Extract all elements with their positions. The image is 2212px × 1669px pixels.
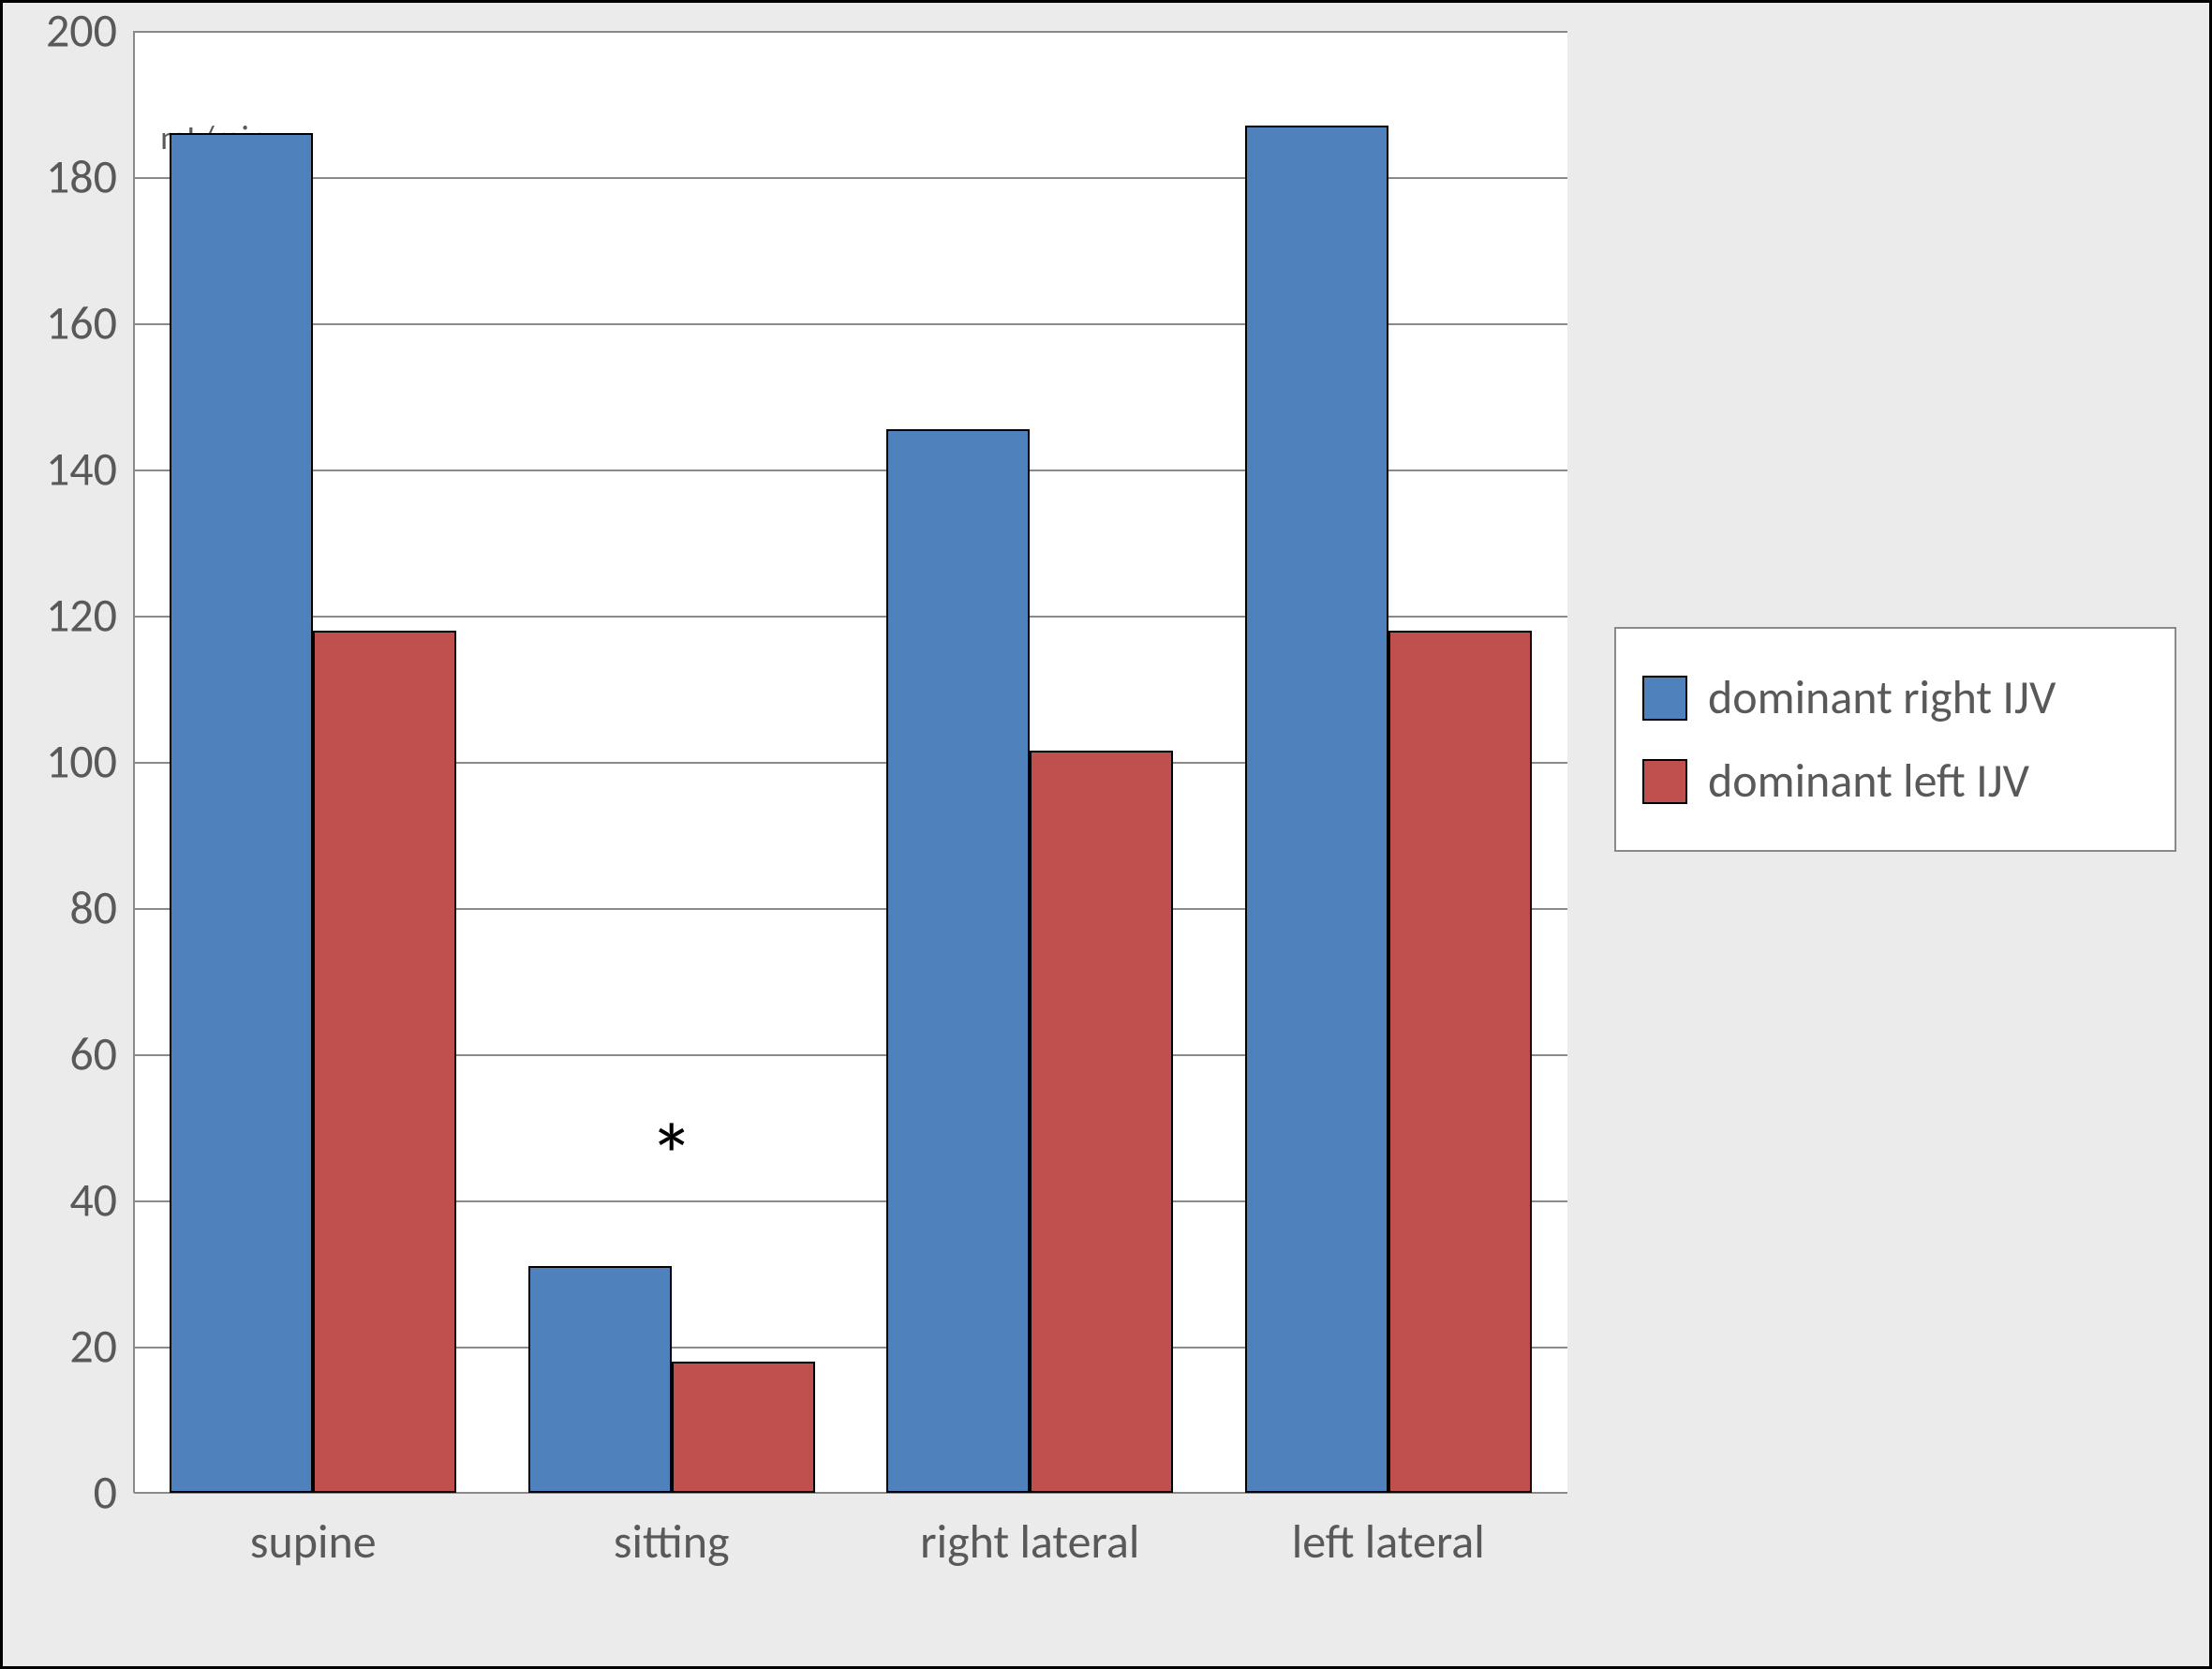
y-tick-label: 20 [3, 1319, 117, 1376]
legend-label: dominant left IJV [1708, 753, 2029, 810]
legend: dominant right IJV dominant left IJV [1614, 627, 2176, 852]
x-tick-label: left lateral [1210, 1513, 1568, 1571]
y-tick-label: 140 [3, 441, 117, 499]
y-tick-label: 80 [3, 880, 117, 937]
x-tick-label: supine [134, 1513, 493, 1571]
y-tick-label: 180 [3, 149, 117, 206]
y-tick-label: 60 [3, 1026, 117, 1083]
y-tick-label: 120 [3, 588, 117, 645]
y-tick-label: 0 [3, 1465, 117, 1522]
x-tick-label: sitting [493, 1513, 852, 1571]
annotation-asterisk: * [649, 1102, 694, 1212]
bar [528, 1266, 672, 1493]
bar [170, 133, 313, 1493]
bar [1388, 631, 1532, 1493]
plot-area: mL/min * [134, 31, 1567, 1493]
legend-swatch [1642, 676, 1687, 721]
bar [1245, 126, 1388, 1493]
x-tick-label: right lateral [851, 1513, 1210, 1571]
bar [313, 631, 456, 1493]
bar [886, 429, 1030, 1493]
y-tick-label: 100 [3, 734, 117, 791]
gridline [134, 31, 1567, 33]
legend-item: dominant right IJV [1642, 669, 2148, 726]
y-tick-label: 200 [3, 3, 117, 60]
legend-label: dominant right IJV [1708, 669, 2056, 726]
legend-swatch [1642, 759, 1687, 804]
legend-item: dominant left IJV [1642, 753, 2148, 810]
bar [672, 1362, 815, 1493]
bar [1030, 751, 1173, 1493]
y-tick-label: 40 [3, 1172, 117, 1229]
y-tick-label: 160 [3, 295, 117, 352]
chart-canvas: mL/min * dominant right IJV dominant left… [0, 0, 2212, 1669]
